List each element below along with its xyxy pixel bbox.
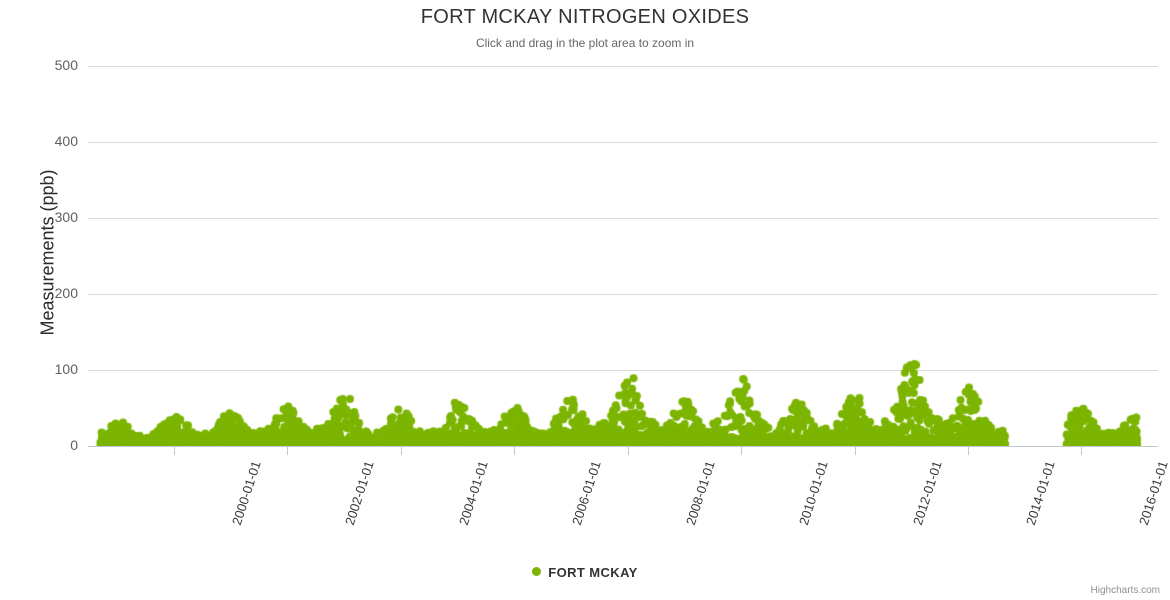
x-tick-label-text: 2012-01-01 bbox=[909, 459, 945, 527]
x-tick-label: 2012-01-01 bbox=[909, 459, 944, 527]
x-tick-mark bbox=[287, 447, 288, 455]
x-tick-label-text: 2010-01-01 bbox=[795, 459, 831, 527]
x-tick-label: 2000-01-01 bbox=[229, 459, 264, 527]
x-tick-label: 2008-01-01 bbox=[683, 459, 718, 527]
x-tick-label: 2010-01-01 bbox=[796, 459, 831, 527]
x-tick-label: 2016-01-01 bbox=[1136, 459, 1170, 527]
scatter-series-fort-mckay[interactable] bbox=[88, 66, 1158, 446]
legend-dot-icon bbox=[532, 567, 542, 577]
x-tick-label: 2004-01-01 bbox=[456, 459, 491, 527]
y-tick-label: 100 bbox=[54, 361, 78, 377]
chart-legend: FORT MCKAY bbox=[0, 563, 1170, 581]
credits-link[interactable]: Highcharts.com bbox=[1090, 585, 1160, 596]
x-tick-mark bbox=[628, 447, 629, 455]
axis-zero-line bbox=[88, 446, 1158, 447]
x-tick-label-text: 2014-01-01 bbox=[1022, 459, 1058, 527]
y-tick-label: 400 bbox=[54, 133, 78, 149]
x-tick-label-text: 2004-01-01 bbox=[455, 459, 491, 527]
legend-item-label: FORT MCKAY bbox=[548, 565, 638, 581]
y-tick-label: 500 bbox=[54, 57, 78, 73]
chart-subtitle: Click and drag in the plot area to zoom … bbox=[475, 36, 695, 50]
x-tick-mark bbox=[968, 447, 969, 455]
x-tick-label-text: 2000-01-01 bbox=[229, 459, 264, 527]
legend-item-fort-mckay[interactable]: FORT MCKAY bbox=[532, 564, 637, 580]
x-tick-label: 2002-01-01 bbox=[342, 459, 377, 527]
x-tick-label-text: 2008-01-01 bbox=[682, 459, 718, 527]
x-tick-mark bbox=[855, 447, 856, 455]
y-tick-label: 300 bbox=[54, 209, 78, 225]
y-tick-label: 200 bbox=[54, 285, 78, 301]
x-tick-mark bbox=[1081, 447, 1082, 455]
x-tick-mark bbox=[741, 447, 742, 455]
chart-title: FORT MCKAY NITROGEN OXIDES bbox=[420, 6, 750, 28]
x-tick-label: 2006-01-01 bbox=[569, 459, 604, 527]
x-tick-mark bbox=[514, 447, 515, 455]
x-tick-label-text: 2002-01-01 bbox=[342, 459, 378, 527]
x-tick-label: 2014-01-01 bbox=[1023, 459, 1058, 527]
x-tick-label-text: 2006-01-01 bbox=[569, 459, 604, 527]
y-tick-label: 0 bbox=[70, 437, 78, 453]
x-tick-mark bbox=[401, 447, 402, 455]
x-tick-label-text: 2016-01-01 bbox=[1136, 459, 1170, 527]
y-axis-title: Measurements (ppb) bbox=[37, 169, 58, 336]
x-tick-mark bbox=[174, 447, 175, 455]
